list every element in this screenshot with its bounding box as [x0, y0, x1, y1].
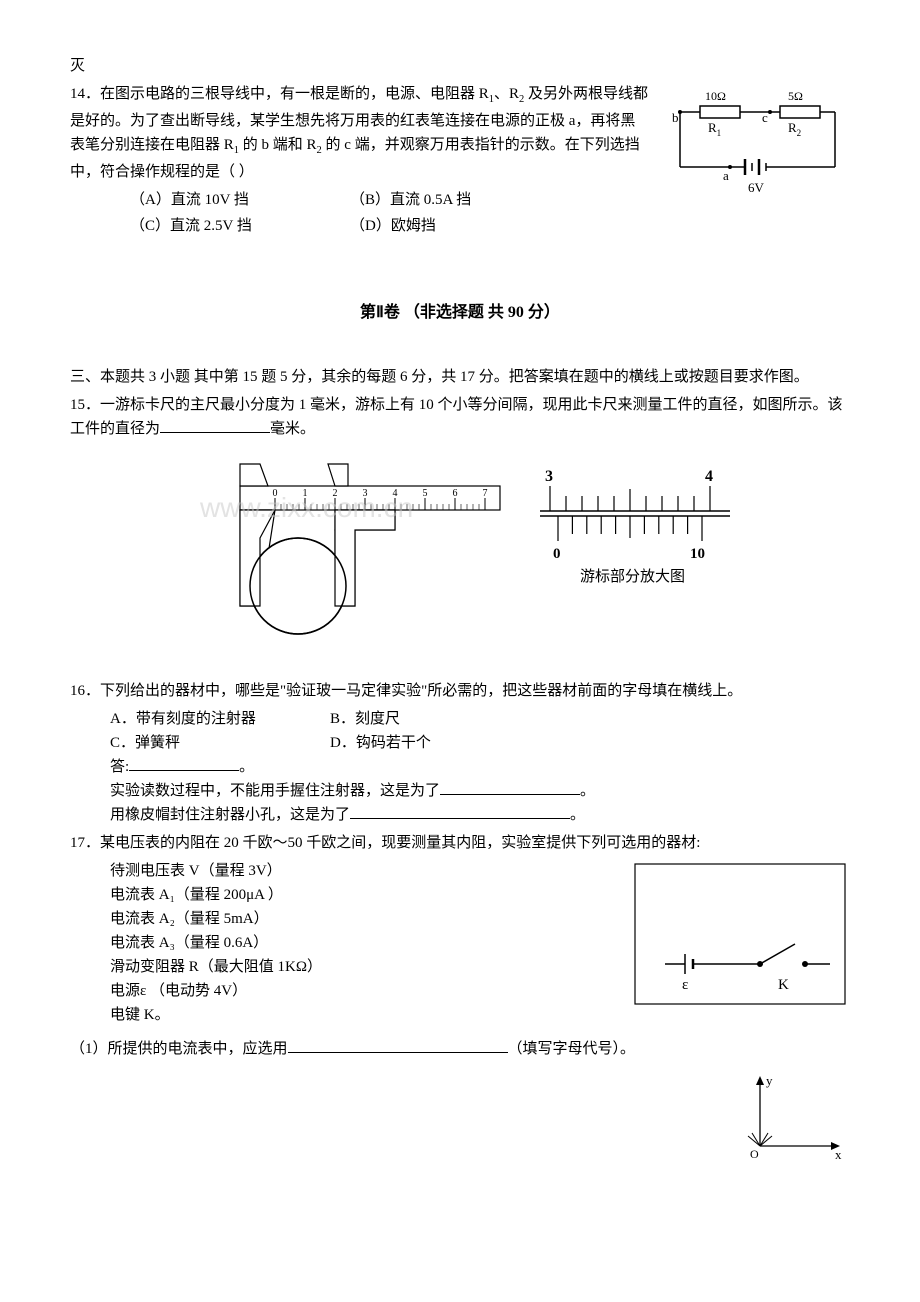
q15-blank [160, 417, 270, 433]
q17-sub1-blank [288, 1037, 508, 1053]
svg-text:10: 10 [690, 546, 705, 562]
svg-text:0: 0 [553, 546, 561, 562]
svg-text:4: 4 [393, 488, 398, 499]
svg-text:4: 4 [705, 468, 713, 485]
q17-stem: 17．某电压表的内阻在 20 千欧～50 千欧之间，现要测量其内阻，实验室提供下… [70, 831, 850, 855]
q13-tail: 灭 [70, 54, 850, 78]
q16-B: B．刻度尺 [330, 711, 400, 727]
q16-answer-line: 答:。 [110, 755, 850, 779]
part3-intro: 三、本题共 3 小题 其中第 15 题 5 分，其余的每题 6 分，共 17 分… [70, 365, 850, 389]
q16-D: D．钩码若干个 [330, 735, 431, 751]
svg-text:3: 3 [545, 468, 553, 485]
svg-text:O: O [750, 1147, 759, 1161]
node-c: c [762, 110, 768, 125]
q14-circuit: b 10Ω R1 c 5Ω R2 a [660, 82, 850, 210]
q16-line2: 实验读数过程中，不能用手握住注射器，这是为了。 [110, 779, 850, 803]
q16-A: A．带有刻度的注射器 [110, 707, 330, 731]
svg-text:1: 1 [303, 488, 308, 499]
svg-text:R1: R1 [708, 120, 721, 138]
axes-figure: y x O [70, 1071, 850, 1169]
caliper-zoom: 3 4 0 10 游标部分放大图 [540, 468, 730, 585]
emf-label: 6V [748, 180, 765, 195]
caliper-main: 0 1 2 3 4 5 6 7 [240, 464, 500, 634]
eps-label: ε [682, 977, 688, 993]
section2-header: 第Ⅱ卷 （非选择题 共 90 分） [70, 300, 850, 326]
k-label: K [778, 977, 789, 993]
svg-text:5: 5 [423, 488, 428, 499]
caliper-figure: www.zixx.com.cn 0 1 2 3 4 [70, 456, 850, 654]
q16-line3: 用橡皮帽封住注射器小孔，这是为了。 [110, 803, 850, 827]
q16-C: C．弹簧秤 [110, 731, 330, 755]
q17-circuit-box: ε K [630, 859, 850, 1017]
svg-text:R2: R2 [788, 120, 801, 138]
svg-text:6: 6 [453, 488, 458, 499]
zoom-caption: 游标部分放大图 [580, 568, 685, 585]
q14-optA: （A）直流 10V 挡 [130, 188, 350, 212]
svg-text:0: 0 [273, 488, 278, 499]
svg-text:7: 7 [483, 488, 488, 499]
svg-text:2: 2 [333, 488, 338, 499]
q17-sub1: （1）所提供的电流表中，应选用（填写字母代号）。 [70, 1037, 850, 1061]
q14-optC: （C）直流 2.5V 挡 [130, 214, 350, 238]
svg-text:x: x [835, 1147, 842, 1161]
r2-ohm: 5Ω [788, 89, 803, 103]
svg-text:y: y [766, 1073, 773, 1088]
svg-text:3: 3 [363, 488, 368, 499]
node-b: b [672, 110, 679, 125]
q14-optD: （D）欧姆挡 [350, 218, 436, 234]
q14-optB: （B）直流 0.5A 挡 [350, 192, 471, 208]
node-a: a [723, 168, 729, 183]
q16-stem: 16．下列给出的器材中，哪些是"验证玻一马定律实验"所必需的，把这些器材前面的字… [70, 679, 850, 703]
r1-ohm: 10Ω [705, 89, 726, 103]
q15-stem: 15．一游标卡尺的主尺最小分度为 1 毫米，游标上有 10 个小等分间隔，现用此… [70, 393, 850, 441]
